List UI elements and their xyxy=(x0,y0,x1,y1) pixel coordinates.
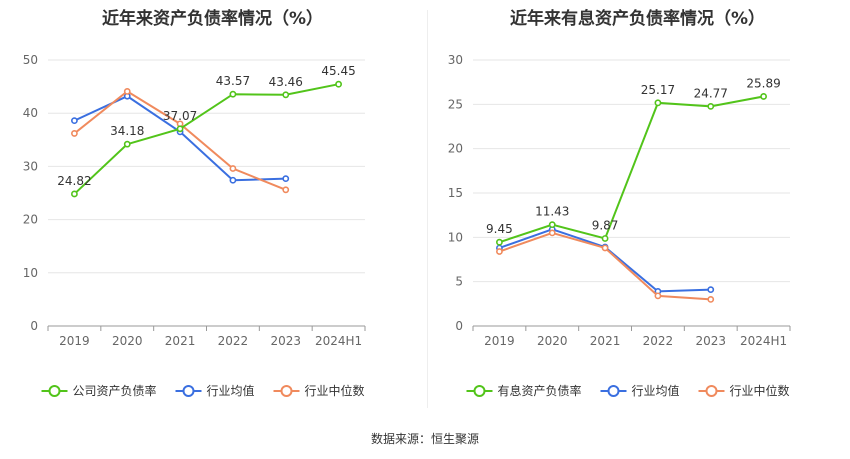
x-tick-label: 2024H1 xyxy=(315,334,362,348)
data-point xyxy=(654,292,662,300)
data-point xyxy=(71,130,78,137)
data-label: 37.07 xyxy=(163,109,197,123)
data-point xyxy=(548,221,556,229)
data-label: 11.43 xyxy=(535,205,569,219)
y-tick-label: 50 xyxy=(23,53,38,67)
panel-divider xyxy=(427,10,428,408)
data-point xyxy=(71,190,78,198)
y-tick-label: 40 xyxy=(23,106,38,120)
data-point xyxy=(282,186,290,194)
legend-label: 行业均值 xyxy=(632,383,680,398)
data-point xyxy=(335,80,342,88)
y-tick-label: 30 xyxy=(448,53,463,67)
legend-marker xyxy=(48,385,61,397)
series-line xyxy=(499,95,764,244)
data-label: 24.77 xyxy=(694,86,728,100)
data-point xyxy=(123,140,131,148)
series-line xyxy=(73,83,339,195)
chart-svg-left: 0 10 20 30 40 50 2019 2020 2021 2022 2023 2024H1 24.… xyxy=(23,53,366,398)
x-tick-label: 2021 xyxy=(165,334,196,348)
x-tick-label: 2019 xyxy=(59,334,90,348)
data-label: 9.87 xyxy=(592,218,619,232)
legend-marker xyxy=(473,385,486,397)
data-label: 24.82 xyxy=(57,174,91,188)
data-point xyxy=(707,295,715,303)
y-tick-label: 0 xyxy=(455,319,463,333)
legend-marker xyxy=(280,385,293,397)
y-tick-label: 15 xyxy=(448,186,463,200)
data-point xyxy=(707,102,715,110)
x-tick-label: 2019 xyxy=(484,334,515,348)
x-tick-label: 2021 xyxy=(590,334,621,348)
legend-label: 公司资产负债率 xyxy=(73,383,157,398)
y-tick-label: 10 xyxy=(448,230,463,244)
data-point xyxy=(229,90,237,98)
x-tick-label: 2022 xyxy=(643,334,674,348)
chart-panel-left: 近年来资产负债率情况（%） 0 10 20 30 40 50 2019 2020 2021 202… xyxy=(0,0,425,410)
x-tick-label: 2020 xyxy=(112,334,143,348)
data-label: 43.57 xyxy=(216,74,250,88)
legend-marker xyxy=(607,385,620,397)
y-tick-label: 5 xyxy=(455,275,463,289)
data-point xyxy=(496,238,503,246)
x-tick-label: 2023 xyxy=(695,334,726,348)
chart-panel-right: 近年来有息资产负债率情况（%） 0 5 10 15 20 25 30 2019 2020 2021… xyxy=(425,0,850,410)
legend-label: 有息资产负债率 xyxy=(498,383,582,398)
data-point xyxy=(229,176,237,184)
data-point xyxy=(707,286,715,294)
x-tick-label: 2022 xyxy=(218,334,249,348)
legend-label: 行业中位数 xyxy=(305,383,365,398)
legend-marker xyxy=(705,385,718,397)
y-tick-label: 20 xyxy=(448,142,463,156)
data-point xyxy=(229,165,237,172)
y-tick-label: 0 xyxy=(30,319,38,333)
data-point xyxy=(123,87,131,95)
data-label: 43.46 xyxy=(269,75,303,89)
data-point xyxy=(601,244,609,252)
chart-svg-right: 0 5 10 15 20 25 30 2019 2020 2021 2022 2023 2024H1 9.… xyxy=(448,53,791,398)
y-tick-label: 10 xyxy=(23,266,38,280)
data-point xyxy=(601,235,609,242)
legend-label: 行业均值 xyxy=(207,383,255,398)
data-label: 45.45 xyxy=(321,64,355,78)
source-note: 数据来源：恒生聚源 xyxy=(370,432,479,446)
chart-title: 近年来资产负债率情况（%） xyxy=(101,9,324,29)
chart-title: 近年来有息资产负债率情况（%） xyxy=(509,9,766,29)
y-tick-label: 20 xyxy=(23,213,38,227)
data-point xyxy=(548,229,556,237)
data-point xyxy=(282,175,290,183)
y-tick-label: 30 xyxy=(23,159,38,173)
legend-marker xyxy=(182,385,195,397)
x-tick-label: 2023 xyxy=(270,334,301,348)
data-label: 9.45 xyxy=(486,222,513,236)
data-point xyxy=(71,117,78,125)
data-point xyxy=(760,93,767,100)
x-tick-label: 2024H1 xyxy=(740,334,787,348)
series-line xyxy=(499,231,711,301)
data-label: 34.18 xyxy=(110,124,144,138)
x-tick-label: 2020 xyxy=(537,334,568,348)
data-point xyxy=(176,125,184,133)
data-label: 25.17 xyxy=(641,83,675,97)
data-label: 25.89 xyxy=(746,76,780,90)
data-point xyxy=(654,99,662,107)
y-tick-label: 25 xyxy=(448,97,463,111)
data-point xyxy=(282,91,290,99)
legend-label: 行业中位数 xyxy=(730,383,790,398)
data-point xyxy=(496,248,503,255)
